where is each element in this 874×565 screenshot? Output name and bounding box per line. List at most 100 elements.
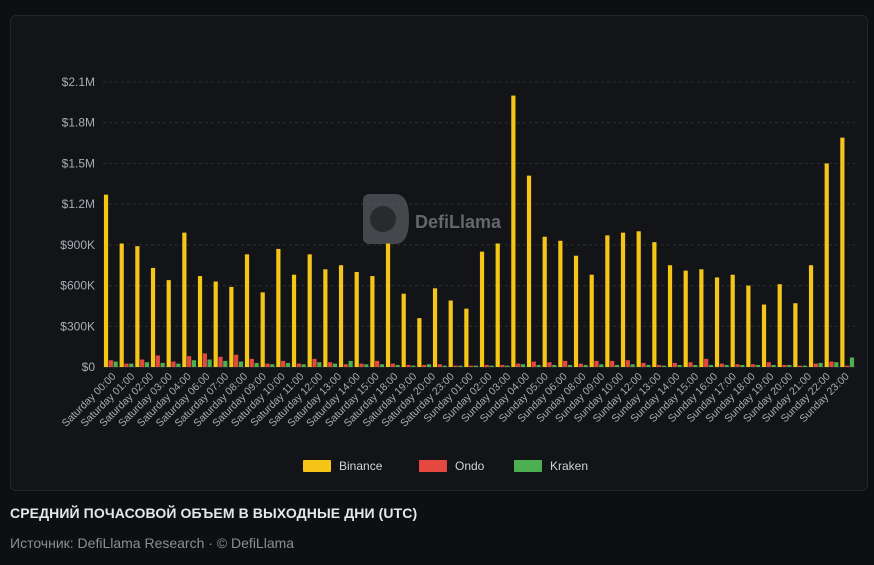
bar-binance: [307, 254, 312, 367]
bar-ondo: [202, 353, 207, 367]
bar-kraken: [755, 364, 761, 367]
y-tick-label: $0: [82, 360, 96, 374]
bar-binance: [323, 269, 328, 367]
bar-kraken: [567, 364, 573, 367]
bar-kraken: [677, 364, 682, 367]
bar-kraken: [802, 365, 808, 367]
bar-binance: [464, 308, 469, 367]
bar-ondo: [500, 364, 505, 367]
bar-binance: [370, 276, 375, 367]
bar-ondo: [406, 364, 411, 367]
bar-ondo: [140, 359, 145, 367]
bar-binance: [276, 248, 281, 367]
bar-kraken: [520, 364, 526, 367]
legend-label-kraken: Kraken: [550, 459, 588, 473]
bar-ondo: [281, 360, 286, 367]
bar-ondo: [108, 360, 113, 367]
bar-binance: [448, 300, 453, 367]
bar-binance: [824, 163, 829, 367]
bar-ondo: [218, 356, 223, 367]
bar-ondo: [359, 363, 364, 367]
bar-kraken: [614, 364, 620, 367]
bar-kraken: [583, 364, 588, 367]
bar-binance: [526, 175, 532, 367]
chart-caption: СРЕДНИЙ ПОЧАСОВОЙ ОБЪЕМ В ВЫХОДНЫЕ ДНИ (…: [10, 505, 418, 521]
bar-binance: [683, 270, 688, 367]
bar-kraken: [771, 364, 776, 367]
bar-kraken: [129, 363, 134, 367]
bar-kraken: [599, 364, 604, 367]
bar-binance: [150, 267, 156, 367]
bar-kraken: [724, 364, 729, 367]
bar-ondo: [469, 365, 474, 367]
bar-kraken: [849, 357, 855, 367]
bar-kraken: [473, 365, 479, 367]
bar-kraken: [708, 364, 714, 367]
bar-kraken: [238, 361, 244, 367]
bar-ondo: [625, 360, 630, 367]
bar-binance: [291, 274, 297, 367]
bar-ondo: [672, 362, 677, 367]
bar-binance: [573, 255, 579, 367]
bar-ondo: [735, 364, 740, 367]
y-tick-label: $1.2M: [62, 197, 95, 211]
bar-binance: [542, 236, 547, 367]
bar-binance: [260, 292, 265, 367]
bar-ondo: [531, 361, 536, 367]
bar-ondo: [563, 360, 568, 367]
bar-ondo: [516, 363, 521, 367]
bar-binance: [229, 286, 234, 367]
bar-binance: [589, 274, 594, 367]
bar-ondo: [343, 364, 348, 367]
chart-panel: $0 $300K $600K $900K $1.2M $1.5M $1.8M $2.1M De…: [10, 15, 868, 491]
bar-binance: [777, 284, 782, 367]
y-tick-label: $2.1M: [62, 75, 95, 89]
bar-kraken: [113, 361, 118, 367]
y-tick-label: $900K: [60, 238, 95, 252]
bar-kraken: [834, 362, 839, 367]
bar-binance: [558, 240, 563, 367]
bar-ondo: [798, 365, 803, 367]
bar-binance: [808, 265, 814, 367]
bar-binance: [511, 95, 516, 367]
bar-binance: [620, 232, 626, 367]
bar-kraken: [740, 364, 745, 367]
bar-kraken: [552, 364, 557, 367]
bar-ondo: [594, 360, 599, 367]
bar-binance: [166, 280, 171, 367]
bar-binance: [605, 235, 610, 367]
legend-label-ondo: Ondo: [455, 459, 485, 473]
bar-kraken: [693, 364, 698, 367]
y-tick-label: $300K: [60, 319, 95, 333]
bar-binance: [840, 137, 845, 367]
bar-ondo: [484, 364, 489, 367]
bar-kraken: [379, 364, 385, 367]
y-axis: $0 $300K $600K $900K $1.2M $1.5M $1.8M $2.1M: [60, 75, 95, 374]
bar-binance: [135, 246, 140, 367]
bar-kraken: [536, 364, 541, 367]
bar-kraken: [442, 365, 447, 367]
bars: [103, 95, 855, 367]
bar-kraken: [160, 362, 165, 367]
bar-kraken: [301, 364, 306, 367]
bar-ondo: [234, 354, 239, 367]
bar-kraken: [176, 363, 181, 367]
y-tick-label: $1.5M: [62, 156, 95, 170]
bar-binance: [338, 265, 344, 367]
bar-ondo: [657, 364, 662, 367]
bar-binance: [793, 303, 798, 367]
bar-binance: [479, 251, 485, 367]
bar-kraken: [348, 360, 353, 367]
bar-kraken: [317, 362, 322, 367]
bar-binance: [432, 288, 438, 367]
bar-kraken: [458, 365, 463, 367]
legend-swatch-binance: [303, 460, 331, 472]
bar-kraken: [787, 364, 792, 367]
bar-ondo: [782, 364, 787, 367]
bar-binance: [103, 194, 109, 367]
bar-kraken: [395, 364, 400, 367]
bar-ondo: [155, 355, 160, 367]
bar-ondo: [688, 362, 693, 367]
bar-ondo: [578, 363, 583, 367]
bar-kraken: [223, 360, 228, 367]
